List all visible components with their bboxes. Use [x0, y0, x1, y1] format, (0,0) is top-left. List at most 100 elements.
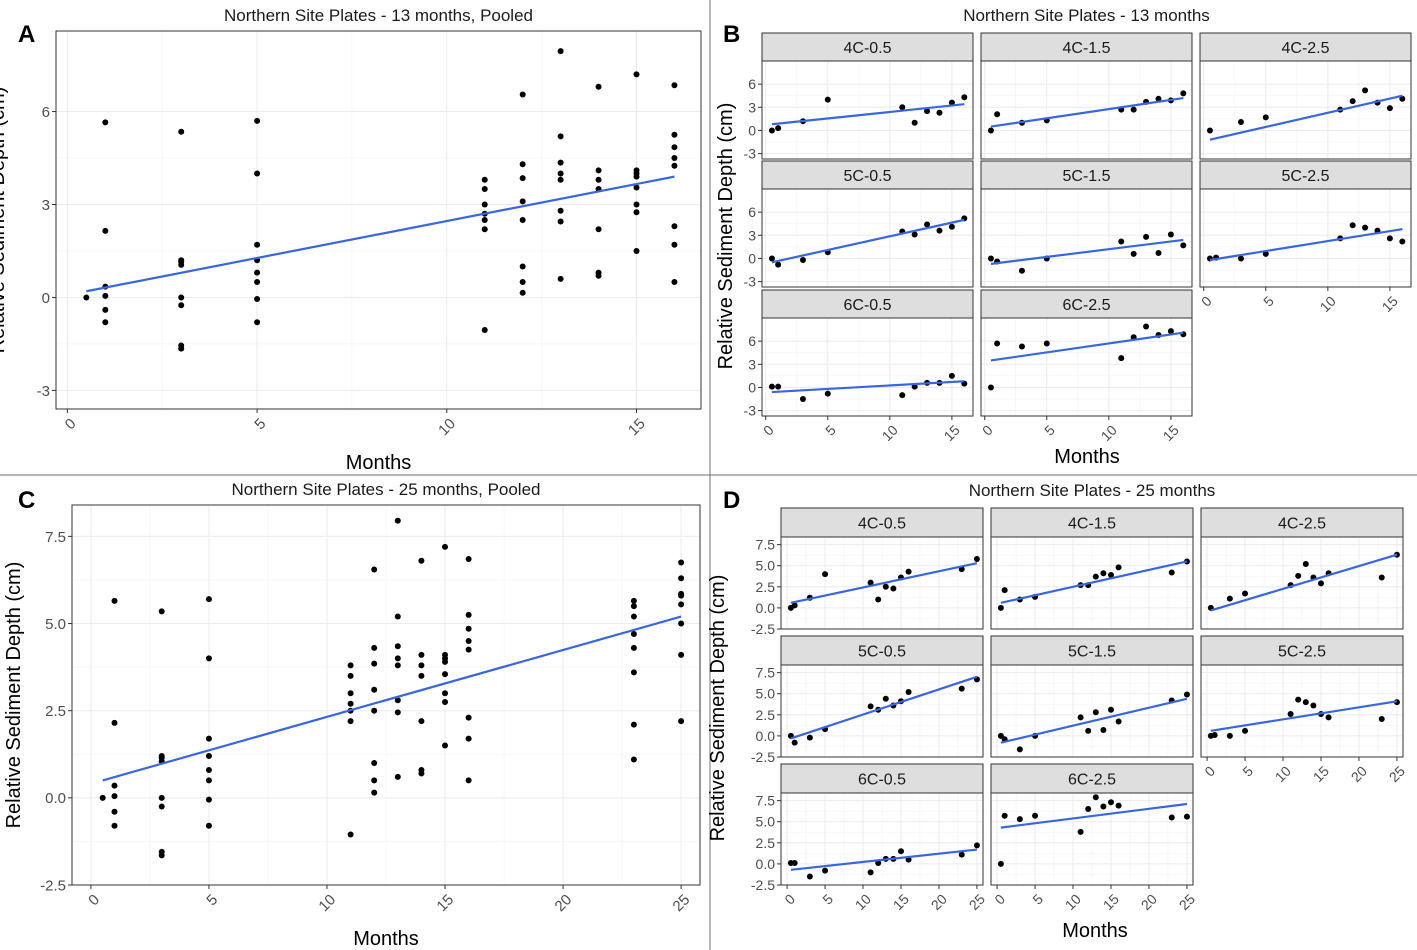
panel-b-faceted-13-months: Northern Site Plates - 13 months 4C-0.5 -3…	[715, 6, 1412, 468]
data-point	[678, 601, 685, 608]
data-point	[557, 170, 564, 177]
data-point	[1092, 573, 1099, 580]
data-point	[1018, 267, 1025, 274]
facet-strip-label: 6C-2.5	[1062, 297, 1110, 314]
data-point	[519, 278, 526, 285]
y-tick-label: 7.5	[756, 537, 776, 553]
data-point	[633, 184, 640, 191]
data-point	[254, 319, 261, 326]
data-point	[973, 842, 980, 849]
data-point	[557, 207, 564, 214]
plot-border	[761, 60, 974, 160]
y-tick-label: 6	[748, 333, 756, 349]
data-point	[958, 851, 965, 858]
y-tick-label: 0.0	[756, 856, 776, 872]
data-point	[178, 261, 185, 268]
facet-strip-label: 5C-2.5	[1278, 644, 1326, 661]
fit-line	[771, 103, 965, 126]
data-point	[102, 119, 109, 126]
data-point	[418, 770, 425, 777]
data-point	[595, 176, 602, 183]
data-point	[371, 777, 378, 784]
fit-line	[1000, 802, 1188, 829]
data-point	[519, 175, 526, 182]
facet-strip	[780, 635, 984, 666]
y-tick-label: 7.5	[45, 529, 66, 546]
plot-border	[780, 792, 984, 886]
data-point	[1016, 816, 1023, 823]
facet-5c-0-5: 5C-0.5 -3 0 3 6	[744, 160, 974, 290]
data-point	[557, 176, 564, 183]
y-tick-label: 3	[748, 99, 756, 115]
data-point	[630, 669, 637, 676]
y-tick-label: 0	[42, 290, 50, 307]
data-point	[768, 127, 775, 134]
data-point	[875, 596, 882, 603]
data-point	[1310, 702, 1317, 709]
y-tick-label: 0.0	[756, 728, 776, 744]
data-point	[111, 822, 118, 829]
data-point	[595, 83, 602, 90]
facet-4c-0-5: 4C-0.5 -2.5 0.0 2.5 5.0 7.5	[751, 507, 984, 637]
facet-strip-label: 4C-0.5	[858, 516, 906, 533]
data-point	[671, 144, 678, 151]
data-point	[111, 719, 118, 726]
data-point	[111, 808, 118, 815]
data-point	[1143, 233, 1150, 240]
data-point	[671, 131, 678, 138]
data-point	[254, 117, 261, 124]
facet-strip	[980, 160, 1193, 190]
plot-background	[1200, 61, 1411, 159]
facet-strip	[780, 507, 984, 538]
data-point	[371, 686, 378, 693]
data-point	[158, 852, 165, 859]
data-point	[371, 566, 378, 573]
data-point	[371, 707, 378, 714]
data-point	[994, 340, 1001, 347]
data-point	[1399, 95, 1406, 102]
data-point	[347, 662, 354, 669]
data-point	[595, 272, 602, 279]
data-point	[465, 611, 472, 618]
data-point	[158, 794, 165, 801]
panel-letter-d: D	[723, 487, 740, 514]
data-point	[630, 756, 637, 763]
plot-border	[1200, 536, 1404, 630]
data-point	[1167, 231, 1174, 238]
data-point	[465, 777, 472, 784]
panel-a-pooled-13-months: Northern Site Plates - 13 months, Pooled…	[0, 6, 702, 474]
data-point	[418, 662, 425, 669]
y-tick-label: 6	[748, 204, 756, 220]
fit-line	[990, 96, 1184, 128]
data-point	[633, 209, 640, 216]
y-tick-label: 2.5	[756, 707, 776, 723]
y-tick-label: 0	[748, 379, 756, 395]
y-tick-label: 3	[42, 197, 50, 214]
data-point	[630, 603, 637, 610]
plot-border	[780, 664, 984, 758]
data-point	[178, 345, 185, 352]
facet-strip	[990, 507, 1194, 538]
data-point	[111, 597, 118, 604]
facet-strip-label: 4C-1.5	[1068, 516, 1116, 533]
fit-line	[1000, 697, 1188, 744]
data-point	[791, 602, 798, 609]
y-tick-label: 3	[748, 356, 756, 372]
data-point	[371, 759, 378, 766]
data-point	[1085, 727, 1092, 734]
data-point	[1211, 732, 1218, 739]
data-point	[481, 326, 488, 333]
facet-6c-2-5: 6C-2.50 5 10 15 20 25	[990, 763, 1198, 913]
data-point	[630, 597, 637, 604]
data-point	[481, 201, 488, 208]
data-point	[465, 556, 472, 563]
data-point	[905, 689, 912, 696]
data-point	[394, 655, 401, 662]
data-point	[1167, 328, 1174, 335]
plot-border	[55, 30, 702, 410]
plot-border	[990, 536, 1194, 630]
chart-title: Northern Site Plates - 13 months, Pooled	[224, 6, 533, 25]
plot-background	[56, 31, 701, 409]
data-point	[1302, 561, 1309, 568]
